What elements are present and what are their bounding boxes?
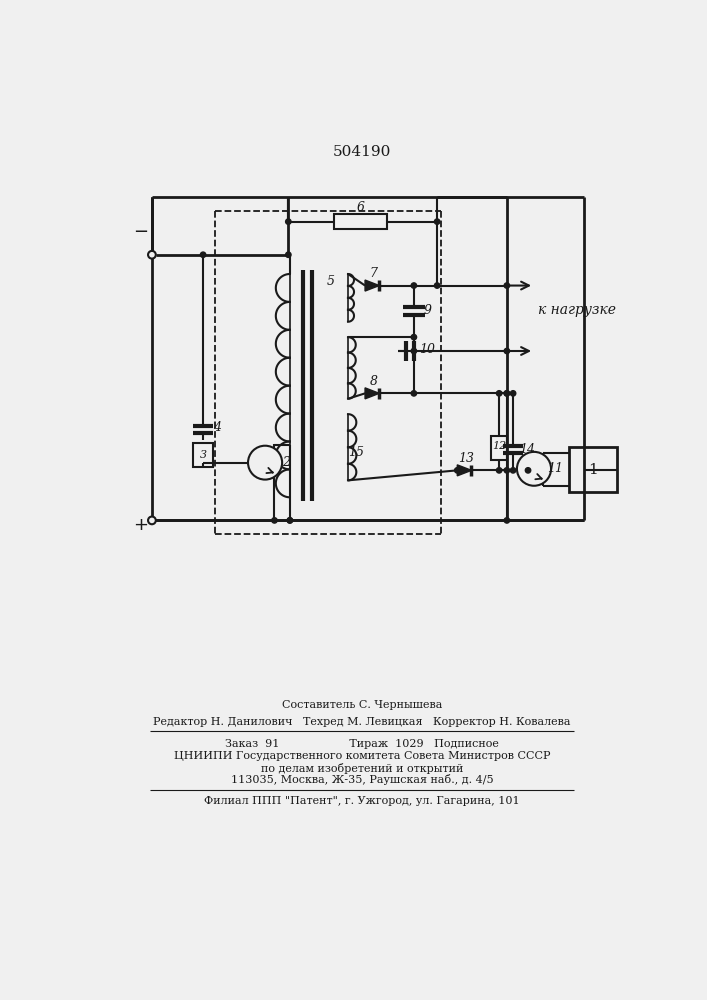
Circle shape [455, 468, 460, 473]
Text: 3: 3 [199, 450, 206, 460]
Circle shape [287, 518, 293, 523]
Text: 10: 10 [419, 343, 435, 356]
Circle shape [496, 391, 502, 396]
Text: 7: 7 [370, 267, 378, 280]
Text: 4: 4 [213, 421, 221, 434]
Text: 9: 9 [423, 304, 432, 317]
Text: 1: 1 [588, 463, 598, 477]
Circle shape [510, 468, 516, 473]
Circle shape [200, 252, 206, 257]
Text: Составитель С. Чернышева: Составитель С. Чернышева [282, 700, 442, 710]
Text: −: − [134, 223, 148, 241]
Circle shape [504, 391, 510, 396]
Bar [491, 436, 507, 460]
Text: 12: 12 [492, 441, 506, 451]
Circle shape [504, 283, 510, 288]
Polygon shape [365, 280, 379, 291]
Circle shape [504, 518, 510, 523]
Circle shape [287, 518, 293, 523]
Text: 11: 11 [547, 462, 563, 475]
Circle shape [148, 517, 156, 524]
Circle shape [510, 391, 516, 396]
Text: 504190: 504190 [333, 145, 391, 159]
Circle shape [525, 468, 531, 473]
Circle shape [434, 219, 440, 224]
Text: 14: 14 [519, 443, 535, 456]
Text: 15: 15 [348, 446, 363, 459]
Circle shape [286, 219, 291, 224]
Circle shape [517, 452, 551, 486]
Bar [193, 443, 213, 467]
Text: ЦНИИПИ Государственного комитета Совета Министров СССР: ЦНИИПИ Государственного комитета Совета … [174, 751, 550, 761]
Text: по делам изобретений и открытий: по делам изобретений и открытий [261, 763, 463, 774]
Circle shape [248, 446, 282, 480]
Text: 2: 2 [282, 456, 290, 469]
Bar [334, 214, 387, 229]
Circle shape [411, 283, 416, 288]
Circle shape [496, 468, 502, 473]
Text: +: + [134, 516, 148, 534]
Polygon shape [457, 465, 472, 476]
Text: Редактор Н. Данилович   Техред М. Левицкая   Корректор Н. Ковалева: Редактор Н. Данилович Техред М. Левицкая… [153, 717, 571, 727]
Circle shape [434, 283, 440, 288]
Text: 13: 13 [458, 452, 474, 465]
Polygon shape [365, 388, 379, 399]
Circle shape [504, 468, 510, 473]
Text: Филиал ППП "Патент", г. Ужгород, ул. Гагарина, 101: Филиал ППП "Патент", г. Ужгород, ул. Гаг… [204, 796, 520, 806]
Text: к нагрузке: к нагрузке [538, 303, 616, 317]
Circle shape [504, 348, 510, 354]
Text: 113035, Москва, Ж-35, Раушская наб., д. 4/5: 113035, Москва, Ж-35, Раушская наб., д. … [230, 774, 493, 785]
Circle shape [411, 391, 416, 396]
Circle shape [411, 334, 416, 340]
Circle shape [148, 251, 156, 259]
Bar [569, 447, 617, 492]
Text: 8: 8 [370, 375, 378, 388]
Circle shape [411, 348, 416, 354]
Circle shape [504, 391, 510, 396]
Text: 6: 6 [356, 201, 364, 214]
Text: Заказ  91                    Тираж  1029   Подписное: Заказ 91 Тираж 1029 Подписное [225, 739, 499, 749]
Text: 5: 5 [327, 275, 335, 288]
Circle shape [286, 252, 291, 257]
Circle shape [271, 518, 277, 523]
